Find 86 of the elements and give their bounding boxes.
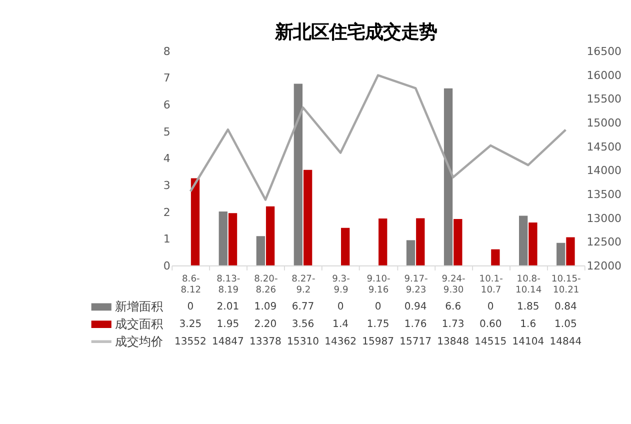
x-tick-label: 8.6-8.12 [180, 274, 202, 296]
y-tick-label: 1 [163, 232, 170, 246]
bar [416, 218, 425, 266]
data-label: 14362 [324, 336, 356, 348]
y-tick-label: 3 [163, 179, 170, 192]
data-label: 14844 [550, 336, 582, 348]
bar [566, 237, 575, 266]
y2-tick-label: 15000 [586, 116, 622, 130]
x-tick-label: 8.13-8.19 [216, 274, 240, 296]
legend-label: 新增面积 [115, 300, 164, 314]
y-tick-label: 2 [163, 206, 170, 219]
bar [266, 206, 275, 266]
y2-tick-label: 16000 [586, 68, 622, 82]
data-label: 1.6 [520, 319, 536, 330]
chart-title: 新北区住宅成交走势 [274, 22, 438, 44]
y2-tick-label: 14000 [586, 164, 622, 178]
line-series [189, 74, 567, 201]
bar [528, 222, 538, 266]
x-tick-label: 8.20-8.26 [254, 274, 278, 296]
y2-tick-label: 13000 [586, 212, 622, 225]
y-tick-label: 4 [163, 152, 170, 166]
data-label: 0 [374, 302, 382, 313]
y2-tick-label: 13500 [586, 188, 622, 201]
y2-tick-label: 12500 [586, 236, 622, 249]
data-label: 13552 [174, 336, 206, 348]
data-label: 1.75 [366, 319, 390, 330]
data-label: 3.25 [179, 319, 202, 330]
data-label: 0.84 [554, 302, 577, 313]
bar [294, 84, 303, 266]
data-label: 1.76 [404, 319, 427, 330]
bar [556, 242, 566, 266]
x-tick-label: 9.3-9.9 [332, 274, 350, 296]
bar [256, 236, 265, 266]
data-label: 0.94 [404, 302, 427, 313]
bar [406, 240, 416, 266]
data-label: 0.60 [479, 319, 502, 330]
y2-tick-label: 15500 [586, 92, 622, 106]
bar [228, 213, 238, 266]
y-tick-label: 8 [163, 44, 170, 58]
bar [303, 170, 312, 266]
bar [378, 218, 388, 266]
data-label: 2.20 [254, 319, 277, 330]
y2-tick-label: 14500 [586, 140, 622, 154]
data-label: 1.85 [516, 302, 540, 313]
y-tick-label: 7 [163, 72, 170, 85]
bar [491, 249, 500, 266]
data-label: 0 [337, 302, 344, 313]
data-label: 15987 [362, 336, 394, 348]
x-tick-label: 10.8-10.14 [516, 274, 542, 296]
x-tick-label: 9.17-9.23 [404, 274, 428, 296]
data-label: 1.05 [554, 319, 577, 330]
x-tick-label: 10.1-10.7 [479, 274, 503, 296]
data-label: 1.4 [332, 319, 349, 330]
legend-label: 成交均价 [115, 334, 164, 348]
x-tick-label: 9.24-9.30 [442, 274, 466, 296]
data-label: 0 [487, 302, 494, 313]
bar [218, 211, 228, 266]
data-label: 13848 [437, 336, 470, 348]
data-label: 6.6 [445, 302, 462, 313]
data-label: 6.77 [292, 302, 314, 313]
y-tick-label: 0 [163, 260, 170, 273]
x-tick-label: 9.10-9.16 [366, 274, 390, 296]
y2-tick-label: 16500 [586, 44, 622, 58]
y-tick-label: 5 [163, 125, 170, 138]
y2-tick-label: 12000 [586, 260, 622, 273]
data-label: 14104 [512, 336, 544, 348]
x-tick-label: 10.15-10.21 [551, 274, 581, 296]
data-label: 2.01 [216, 302, 240, 313]
bar [519, 216, 528, 266]
data-label: 14847 [212, 336, 244, 348]
bar [341, 228, 350, 266]
bar [454, 218, 462, 266]
data-label: 13378 [250, 336, 282, 348]
data-label: 14515 [474, 336, 507, 348]
data-label: 1.73 [442, 319, 464, 330]
x-tick-label: 8.27-9.2 [292, 274, 316, 296]
data-label: 15717 [400, 336, 432, 348]
bar [444, 88, 453, 266]
data-label: 1.95 [216, 319, 240, 330]
data-label: 0 [187, 302, 194, 313]
data-label: 1.09 [254, 302, 277, 313]
bar [190, 178, 200, 266]
y-tick-label: 6 [163, 98, 170, 112]
data-label: 3.56 [292, 319, 314, 330]
legend-label: 成交面积 [115, 316, 164, 331]
data-label: 15310 [287, 336, 319, 348]
